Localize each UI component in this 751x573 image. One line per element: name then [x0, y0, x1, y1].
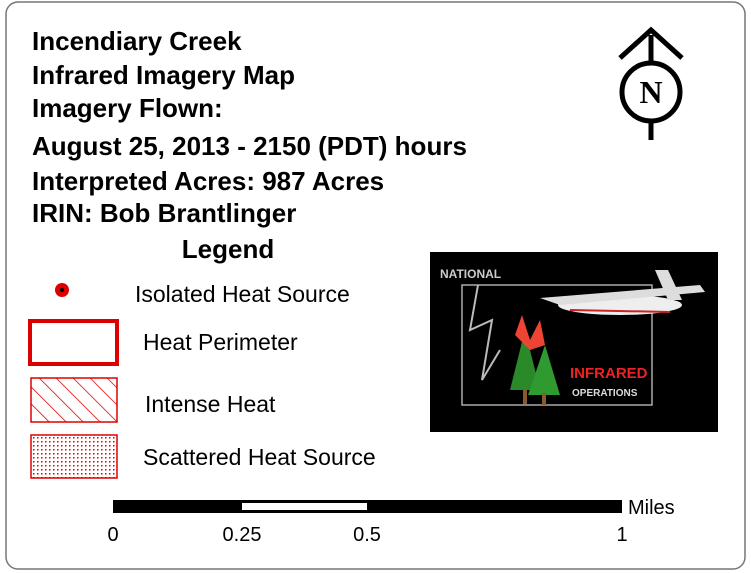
title-line: Incendiary Creek [32, 26, 242, 56]
legend-label: Heat Perimeter [143, 329, 298, 355]
legend-label: Intense Heat [145, 391, 276, 417]
logo: NATIONAL INFRARED OPERATIONS [430, 252, 718, 432]
legend-label: Isolated Heat Source [135, 281, 350, 307]
north-arrow: N [618, 26, 684, 140]
logo-text: OPERATIONS [572, 388, 638, 399]
scale-label: 1 [616, 524, 627, 546]
scale-label: 0.5 [353, 524, 381, 546]
scattered-symbol [30, 434, 118, 479]
scale-bar: Miles 0 0.25 0.5 1 [107, 497, 674, 546]
logo-text: NATIONAL [440, 267, 501, 281]
title-line: IRIN: Bob Brantlinger [32, 198, 296, 228]
title-line: Imagery Flown: [32, 93, 223, 123]
scale-label: 0 [107, 524, 118, 546]
intense-symbol [30, 377, 118, 423]
header: Incendiary Creek Infrared Imagery Map Im… [32, 26, 467, 228]
title-line: Infrared Imagery Map [32, 60, 295, 90]
north-label: N [639, 74, 662, 110]
perimeter-symbol [28, 319, 119, 366]
logo-text: INFRARED [570, 365, 648, 382]
title-line: Interpreted Acres: 987 Acres [32, 166, 384, 196]
title-line: August 25, 2013 - 2150 (PDT) hours [32, 131, 467, 161]
legend-title: Legend [182, 234, 274, 264]
scale-unit: Miles [628, 497, 675, 519]
legend-items: Isolated Heat Source Heat Perimeter Inte… [28, 281, 376, 479]
legend-label: Scattered Heat Source [143, 444, 376, 470]
scale-label: 0.25 [223, 524, 262, 546]
